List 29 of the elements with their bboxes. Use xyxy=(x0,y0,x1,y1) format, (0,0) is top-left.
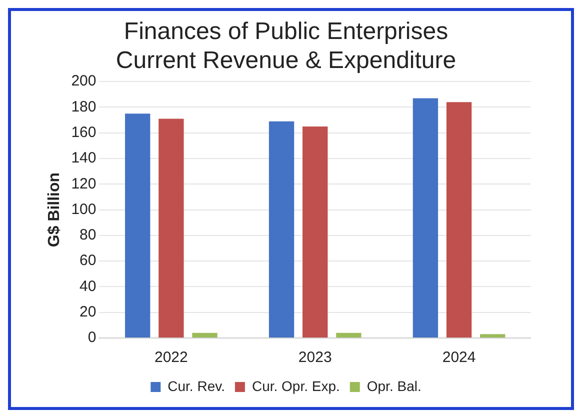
bar xyxy=(125,114,150,338)
x-tick-label: 2023 xyxy=(298,349,332,366)
legend-label: Opr. Bal. xyxy=(366,378,422,394)
x-tick-label: 2022 xyxy=(154,349,188,366)
y-tick-label: 120 xyxy=(71,175,96,192)
y-tick-label: 200 xyxy=(71,72,96,90)
y-tick-label: 140 xyxy=(71,150,96,167)
legend-label: Cur. Opr. Exp. xyxy=(252,378,340,394)
y-tick-label: 60 xyxy=(80,252,96,270)
y-tick-label: 0 xyxy=(88,329,96,346)
text: Current Revenue & Expenditure xyxy=(116,46,456,74)
y-tick-label: 20 xyxy=(80,304,96,320)
y-tick-label: 160 xyxy=(71,124,96,142)
bar xyxy=(268,121,294,338)
bar xyxy=(446,102,472,338)
bar xyxy=(412,98,438,338)
bar xyxy=(192,332,218,338)
bar xyxy=(158,118,184,338)
legend-label: Cur. Rev. xyxy=(168,378,225,394)
y-tick-label: 180 xyxy=(71,98,96,116)
bar xyxy=(302,126,328,338)
y-axis-title: G$ Billion xyxy=(46,172,64,248)
bar xyxy=(336,332,362,338)
y-tick-label: 80 xyxy=(80,226,96,244)
y-tick-label: 40 xyxy=(80,278,96,295)
x-tick-label: 2024 xyxy=(442,349,476,366)
text: Finances of Public Enterprises xyxy=(124,18,448,46)
y-tick-label: 100 xyxy=(71,200,96,218)
bar xyxy=(480,334,506,338)
